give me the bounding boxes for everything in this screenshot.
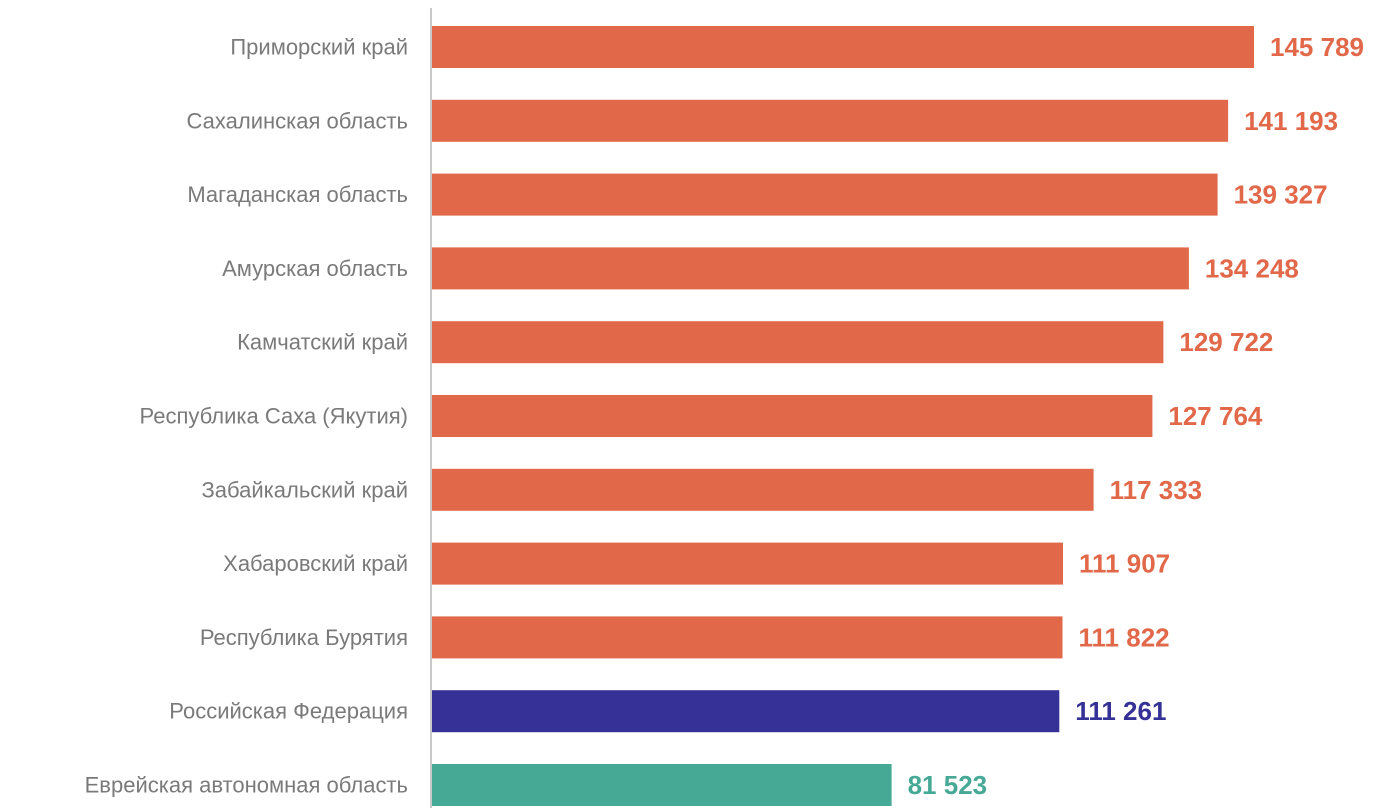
bar	[432, 616, 1063, 659]
category-label: Камчатский край	[237, 330, 408, 355]
bar	[432, 26, 1254, 68]
category-label: Забайкальский край	[202, 477, 409, 502]
category-label: Хабаровский край	[223, 551, 408, 576]
category-label: Республика Бурятия	[200, 625, 408, 650]
category-label: Республика Саха (Якутия)	[140, 404, 408, 429]
value-label: 134 248	[1205, 253, 1299, 283]
category-label: Сахалинская область	[187, 108, 408, 133]
value-label: 81 523	[908, 770, 988, 800]
category-label: Приморский край	[230, 35, 408, 60]
value-label: 129 722	[1179, 327, 1273, 357]
bar	[432, 542, 1063, 585]
category-label: Амурская область	[222, 256, 408, 281]
bar	[432, 690, 1060, 733]
bar	[432, 764, 892, 806]
bar	[432, 99, 1229, 142]
bar	[432, 321, 1164, 364]
bars-group	[432, 26, 1254, 806]
category-label: Магаданская область	[187, 182, 408, 207]
value-label: 117 333	[1110, 475, 1203, 505]
value-label: 111 822	[1079, 622, 1170, 652]
bar	[432, 468, 1094, 511]
category-label: Российская Федерация	[169, 699, 408, 724]
category-labels-group: Приморский край Сахалинская область Магада…	[85, 35, 408, 798]
value-label: 141 193	[1244, 106, 1338, 136]
bar	[432, 173, 1218, 216]
value-label: 111 261	[1075, 696, 1166, 726]
bar	[432, 395, 1153, 437]
value-label: 127 764	[1168, 401, 1263, 431]
value-labels-group: 145 789 141 193 139 327 134 248 129 722 127 7…	[908, 32, 1364, 800]
value-label: 145 789	[1270, 32, 1364, 62]
category-label: Еврейская автономная область	[85, 773, 408, 798]
bar	[432, 247, 1189, 290]
value-label: 139 327	[1234, 180, 1328, 210]
value-label: 111 907	[1079, 549, 1170, 579]
